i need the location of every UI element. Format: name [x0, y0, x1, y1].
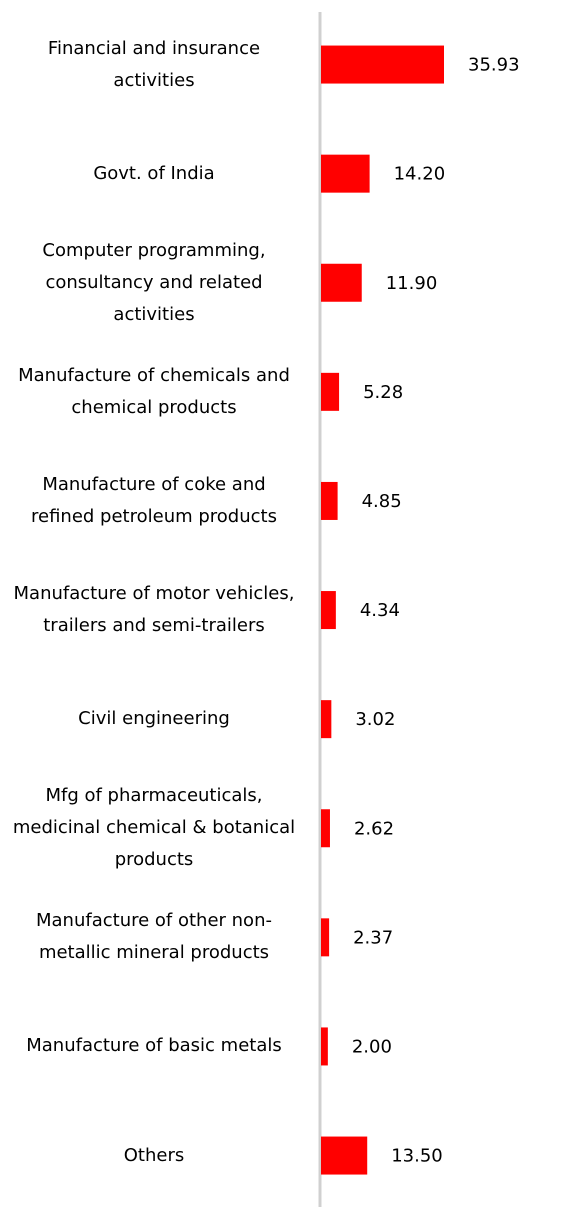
bar [321, 809, 330, 848]
category-label: Financial and insurance activities [47, 37, 261, 91]
category-label: Computer programming, consultancy and re… [42, 239, 266, 325]
category-label: Mfg of pharmaceuticals, medicinal chemic… [12, 785, 296, 871]
bar [321, 1136, 368, 1175]
value-label: 2.00 [352, 1036, 392, 1057]
category-label: Manufacture of coke and refined petroleu… [31, 473, 277, 527]
category-label: Civil engineering [78, 708, 230, 730]
value-label: 4.34 [360, 600, 400, 621]
category-label: Manufacture of other non-metallic minera… [36, 910, 272, 964]
bar [321, 154, 370, 193]
value-label: 14.20 [394, 164, 446, 185]
value-label: 35.93 [468, 55, 520, 76]
category-label: Manufacture of motor vehicles, trailers … [13, 583, 295, 637]
value-label: 2.37 [353, 927, 393, 948]
bar [321, 1027, 328, 1066]
category-label: Manufacture of chemicals and chemical pr… [18, 364, 290, 418]
value-label: 4.85 [362, 491, 402, 512]
category-label: Manufacture of basic metals [26, 1035, 282, 1057]
bar [321, 918, 330, 957]
value-label: 5.28 [363, 382, 403, 403]
value-label: 2.62 [354, 818, 394, 839]
category-label: Govt. of India [93, 162, 215, 184]
bar [321, 591, 336, 630]
bar [321, 263, 362, 302]
bar [321, 481, 338, 520]
bar [321, 700, 332, 739]
value-label: 13.50 [391, 1146, 443, 1167]
value-label: 11.90 [386, 273, 438, 294]
category-label: Others [123, 1144, 185, 1166]
value-label: 3.02 [355, 709, 395, 730]
bar [321, 45, 444, 84]
bar [321, 372, 340, 411]
